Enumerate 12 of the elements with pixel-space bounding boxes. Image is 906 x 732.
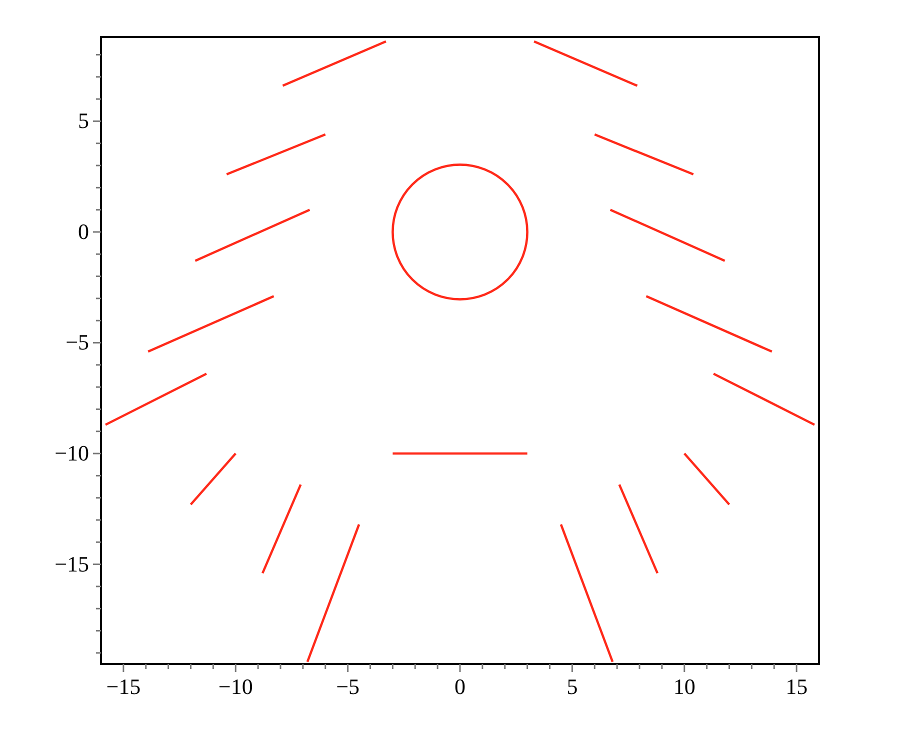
x-tick-label: −5 <box>336 674 360 699</box>
y-tick-label: 0 <box>78 218 89 244</box>
x-tick-label: 10 <box>673 674 696 699</box>
x-tick-label: 15 <box>786 674 808 699</box>
x-tick-label: 0 <box>454 674 466 699</box>
x-tick-label: 5 <box>566 674 578 699</box>
y-tick-label: −10 <box>54 440 89 466</box>
x-tick-label: −15 <box>106 674 141 699</box>
y-tick-label: 5 <box>78 108 89 134</box>
x-tick-label: −10 <box>218 674 253 699</box>
y-tick-label: −15 <box>54 551 89 576</box>
y-tick-label: −5 <box>66 330 89 355</box>
